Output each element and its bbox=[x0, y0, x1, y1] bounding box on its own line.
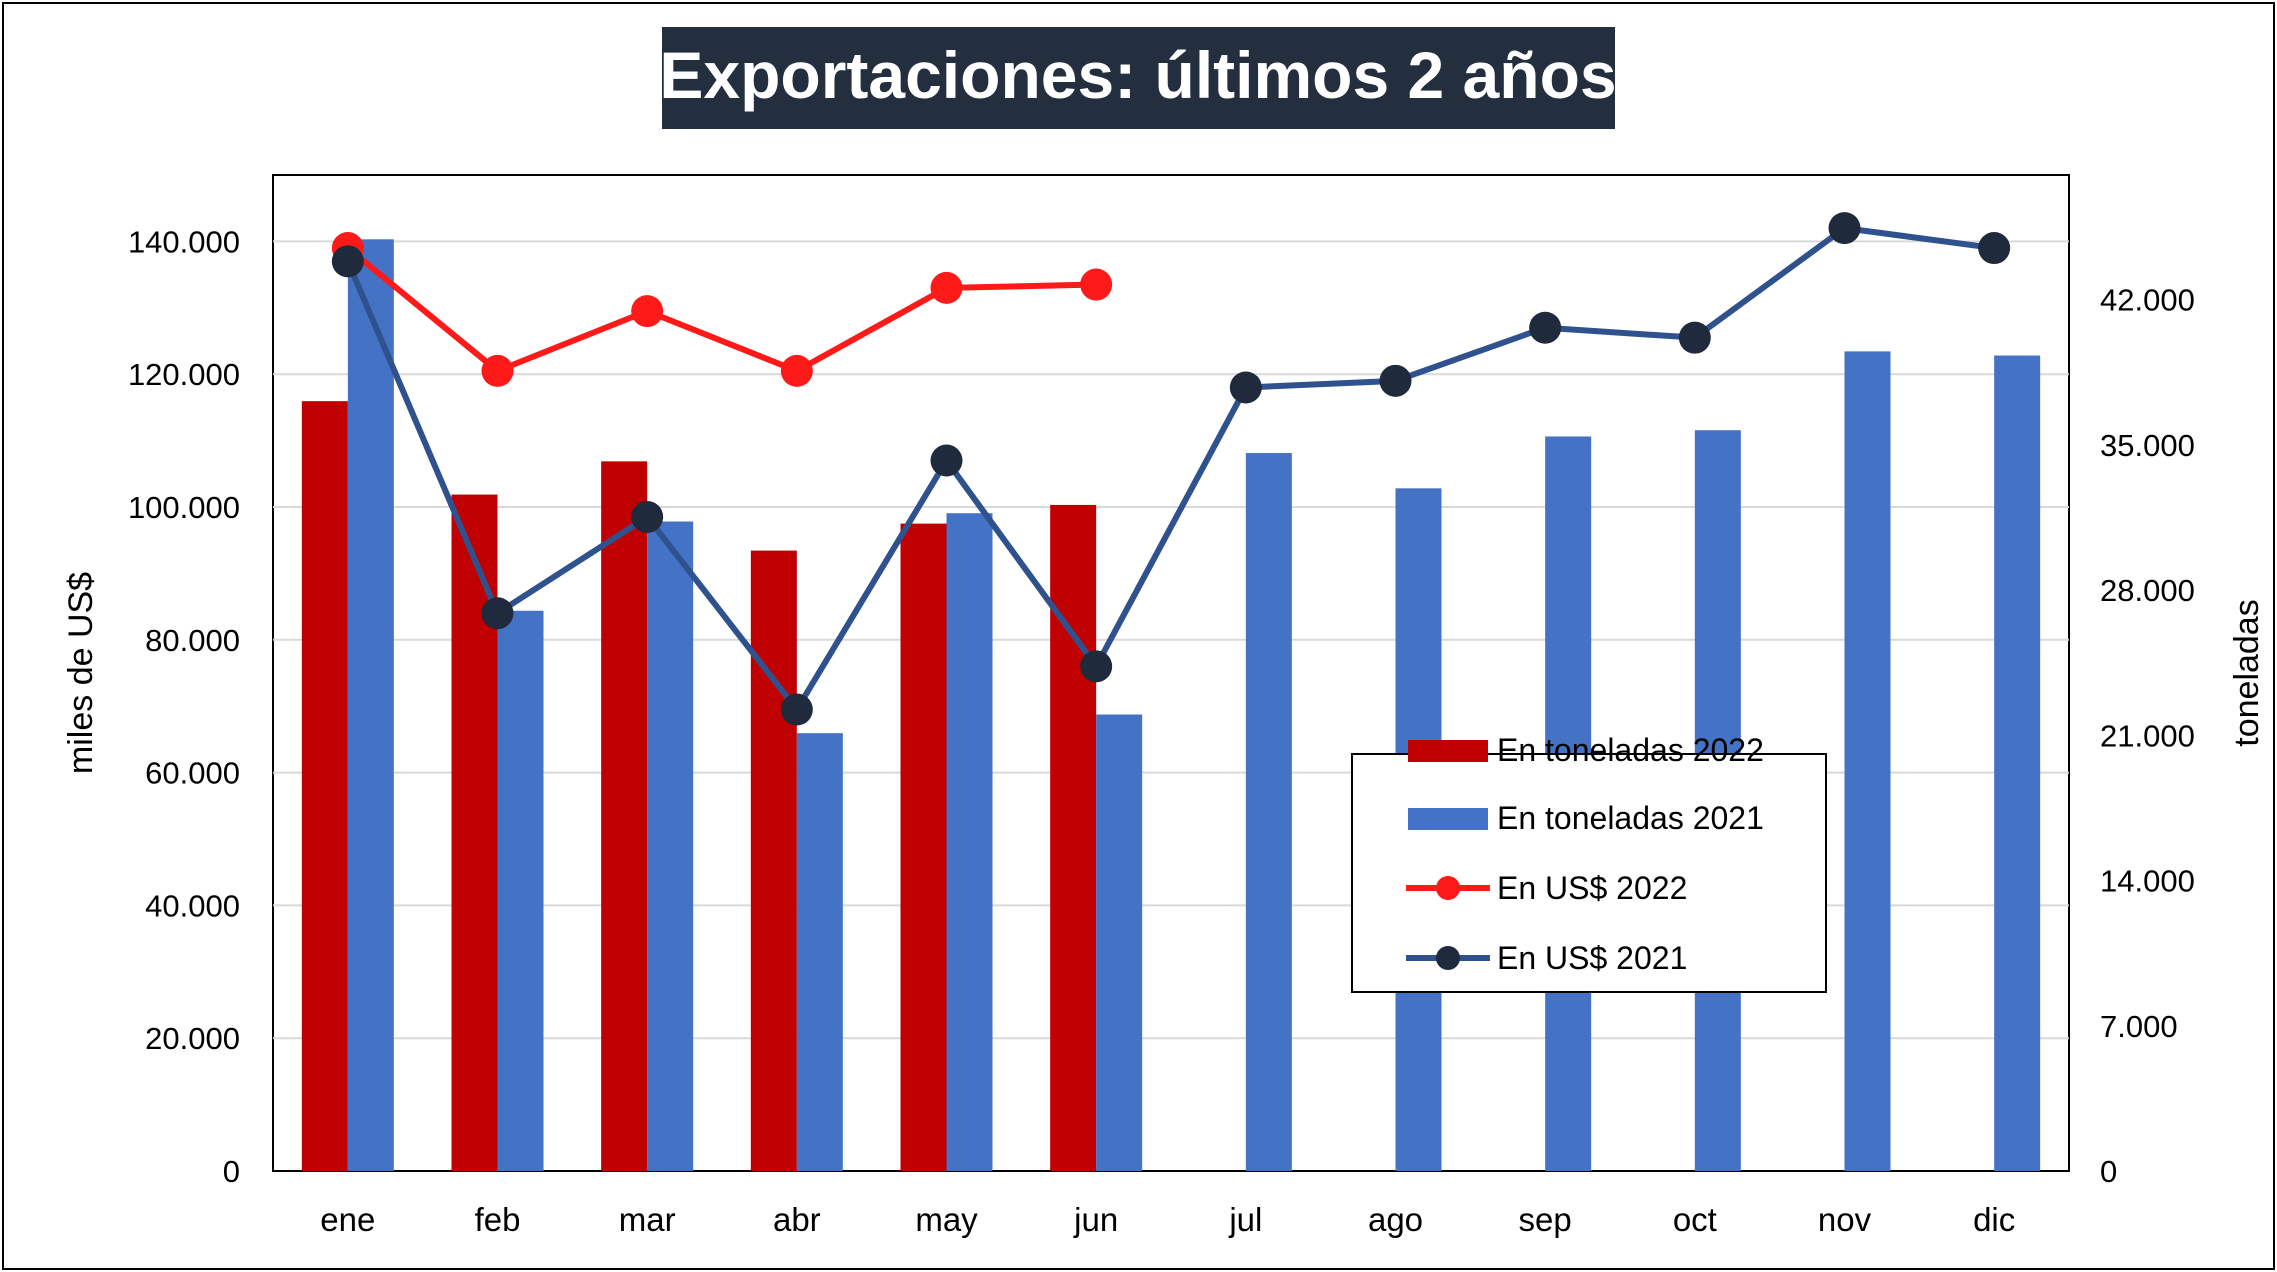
point-en-us-2021 bbox=[1229, 371, 1262, 404]
x-tick-label: jul bbox=[1228, 1201, 1262, 1238]
bar-en-toneladas-2022 bbox=[301, 401, 348, 1171]
y-tick-label: 100.000 bbox=[128, 490, 240, 525]
point-en-us-2021 bbox=[631, 500, 664, 533]
point-en-us-2021 bbox=[481, 597, 514, 630]
legend-label-usd-2022: En US$ 2022 bbox=[1497, 870, 1687, 906]
bar-en-toneladas-2022 bbox=[601, 461, 648, 1172]
x-tick-label: may bbox=[915, 1201, 978, 1238]
legend-label-usd-2021: En US$ 2021 bbox=[1497, 940, 1687, 976]
y2-tick-label: 14.000 bbox=[2100, 864, 2195, 899]
point-en-us-2022 bbox=[930, 271, 963, 304]
y-tick-label: 60.000 bbox=[145, 756, 240, 791]
y-axis-label: miles de US$ bbox=[62, 572, 100, 774]
x-tick-label: nov bbox=[1818, 1201, 1872, 1238]
y2-tick-label: 35.000 bbox=[2100, 428, 2195, 463]
point-en-us-2022 bbox=[780, 354, 813, 387]
y-axis-ticks: 0 20.000 40.000 60.000 80.000 100.000 120.000 1… bbox=[128, 224, 240, 1189]
bar-en-toneladas-2021 bbox=[1994, 355, 2041, 1171]
bar-en-toneladas-2022 bbox=[750, 550, 797, 1171]
y-tick-label: 120.000 bbox=[128, 357, 240, 392]
y2-tick-label: 42.000 bbox=[2100, 283, 2195, 318]
legend-swatch-toneladas-2022 bbox=[1408, 740, 1488, 762]
bar-en-toneladas-2021 bbox=[647, 521, 694, 1171]
x-tick-label: ene bbox=[320, 1201, 375, 1238]
title-background bbox=[662, 27, 1615, 129]
y2-tick-label: 28.000 bbox=[2100, 573, 2195, 608]
point-en-us-2021 bbox=[1978, 232, 2011, 265]
legend-marker-usd-2022 bbox=[1436, 876, 1460, 900]
x-tick-label: feb bbox=[475, 1201, 521, 1238]
bar-en-toneladas-2021 bbox=[796, 733, 843, 1171]
point-en-us-2022 bbox=[481, 354, 514, 387]
y2-tick-label: 21.000 bbox=[2100, 718, 2195, 753]
point-en-us-2021 bbox=[780, 693, 813, 726]
point-en-us-2021 bbox=[1678, 321, 1711, 354]
x-tick-label: ago bbox=[1368, 1201, 1423, 1238]
legend-swatch-toneladas-2021 bbox=[1408, 808, 1488, 830]
point-en-us-2021 bbox=[930, 444, 963, 477]
chart-title: Exportaciones: últimos 2 años bbox=[659, 38, 1616, 112]
y-tick-label: 140.000 bbox=[128, 224, 240, 259]
y2-axis-ticks: 0 7.000 14.000 21.000 28.000 35.000 42.000 bbox=[2100, 283, 2195, 1190]
point-en-us-2021 bbox=[1379, 364, 1412, 397]
x-axis-ticks: ene feb mar abr may jun jul ago sep oct nov dic bbox=[320, 1201, 2015, 1238]
bar-en-toneladas-2021 bbox=[1245, 453, 1292, 1171]
point-en-us-2021 bbox=[1529, 311, 1562, 344]
bar-en-toneladas-2022 bbox=[900, 523, 947, 1171]
y-tick-label: 40.000 bbox=[145, 888, 240, 923]
x-tick-label: sep bbox=[1519, 1201, 1572, 1238]
y-tick-label: 20.000 bbox=[145, 1021, 240, 1056]
point-en-us-2021 bbox=[1828, 212, 1861, 245]
point-en-us-2021 bbox=[331, 245, 364, 278]
y-tick-label: 80.000 bbox=[145, 623, 240, 658]
legend-label-toneladas-2021: En toneladas 2021 bbox=[1497, 800, 1764, 836]
x-tick-label: abr bbox=[773, 1201, 821, 1238]
y-tick-label: 0 bbox=[223, 1154, 240, 1189]
bar-en-toneladas-2021 bbox=[1844, 351, 1891, 1171]
bar-en-toneladas-2021 bbox=[946, 513, 993, 1171]
y2-tick-label: 0 bbox=[2100, 1154, 2117, 1189]
y2-tick-label: 7.000 bbox=[2100, 1009, 2178, 1044]
line-en-us-2022 bbox=[345, 245, 1097, 374]
legend-label-toneladas-2022: En toneladas 2022 bbox=[1497, 732, 1764, 768]
point-en-us-2022 bbox=[631, 295, 664, 328]
legend-box bbox=[1351, 753, 1827, 993]
bar-en-toneladas-2021 bbox=[347, 239, 394, 1171]
bar-en-toneladas-2021 bbox=[497, 610, 544, 1171]
x-tick-label: mar bbox=[619, 1201, 676, 1238]
bar-en-toneladas-2021 bbox=[1096, 714, 1143, 1171]
lines bbox=[331, 212, 2011, 726]
x-tick-label: dic bbox=[1973, 1201, 2015, 1238]
legend-marker-usd-2021 bbox=[1436, 946, 1460, 970]
point-en-us-2022 bbox=[1080, 268, 1113, 301]
point-en-us-2021 bbox=[1080, 650, 1113, 683]
x-tick-label: oct bbox=[1673, 1201, 1717, 1238]
legend: En toneladas 2022 En toneladas 2021 En U… bbox=[1351, 732, 1827, 993]
line-en-us-2021 bbox=[345, 225, 1995, 713]
x-tick-label: jun bbox=[1073, 1201, 1118, 1238]
y2-axis-label: toneladas bbox=[2228, 599, 2266, 746]
plot-area bbox=[272, 174, 2070, 1172]
bar-en-toneladas-2022 bbox=[1050, 504, 1097, 1171]
